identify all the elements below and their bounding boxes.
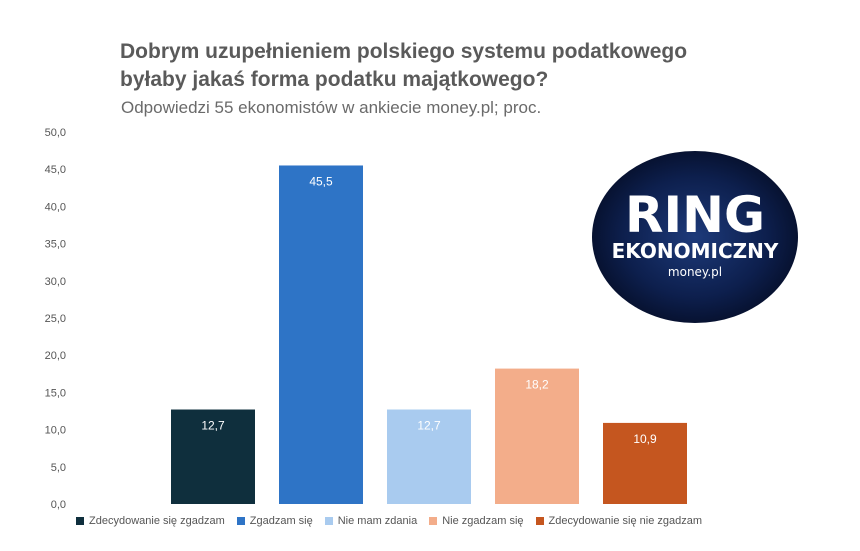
ring-ekonomiczny-logo: RING EKONOMICZNY money.pl [592,151,798,323]
y-tick-label: 5,0 [51,462,66,474]
chart-title: Dobrym uzupełnieniem polskiego systemu p… [120,38,780,94]
y-tick-label: 30,0 [45,276,66,288]
y-tick-label: 45,0 [45,164,66,176]
logo-text-moneypl: money.pl [668,265,722,279]
y-tick-label: 40,0 [45,201,66,213]
legend-item: Zdecydowanie się nie zgadzam [535,515,703,527]
legend-swatch [324,517,333,525]
legend-label: Zdecydowanie się nie zgadzam [548,515,703,527]
y-tick-label: 15,0 [45,387,66,399]
logo-text-ring: RING [625,186,765,244]
chart-subtitle: Odpowiedzi 55 ekonomistów w ankiecie mon… [121,98,542,117]
legend-item: Zgadzam się [236,515,313,527]
legend-label: Nie mam zdania [337,515,418,527]
y-tick-label: 20,0 [45,350,66,362]
bar-value-label: 12,7 [201,419,225,433]
bar [495,368,579,504]
bar-value-label: 18,2 [525,378,549,392]
legend-swatch [535,517,544,525]
legend-item: Nie mam zdania [324,515,418,527]
bar [279,165,363,505]
legend-label: Nie zgadzam się [442,515,524,527]
chart-legend: Zdecydowanie się zgadzam Zgadzam się Nie m… [76,515,702,527]
legend-item: Zdecydowanie się zgadzam [76,515,225,527]
logo-text-ekonomiczny: EKONOMICZNY [612,239,779,263]
bar-value-label: 12,7 [417,419,441,433]
legend-label: Zdecydowanie się zgadzam [89,515,225,527]
y-tick-label: 50,0 [45,127,66,139]
legend-item: Nie zgadzam się [429,515,524,527]
bar-value-label: 45,5 [309,174,333,188]
y-tick-label: 35,0 [45,239,66,251]
y-tick-label: 10,0 [45,425,66,437]
chart-title-line-2: byłaby jakaś forma podatku majątkowego? [120,68,549,91]
bar-value-label: 10,9 [633,432,657,446]
bar [171,409,255,504]
logo-circle [592,151,798,323]
y-tick-label: 25,0 [45,313,66,325]
legend-swatch [236,517,245,525]
chart-title-line-1: Dobrym uzupełnieniem polskiego systemu p… [120,40,688,63]
bar [603,422,687,504]
legend-swatch [76,517,84,525]
y-tick-label: 0,0 [51,499,66,511]
legend-swatch [429,517,438,525]
legend-label: Zgadzam się [249,515,313,527]
bar [387,409,471,504]
